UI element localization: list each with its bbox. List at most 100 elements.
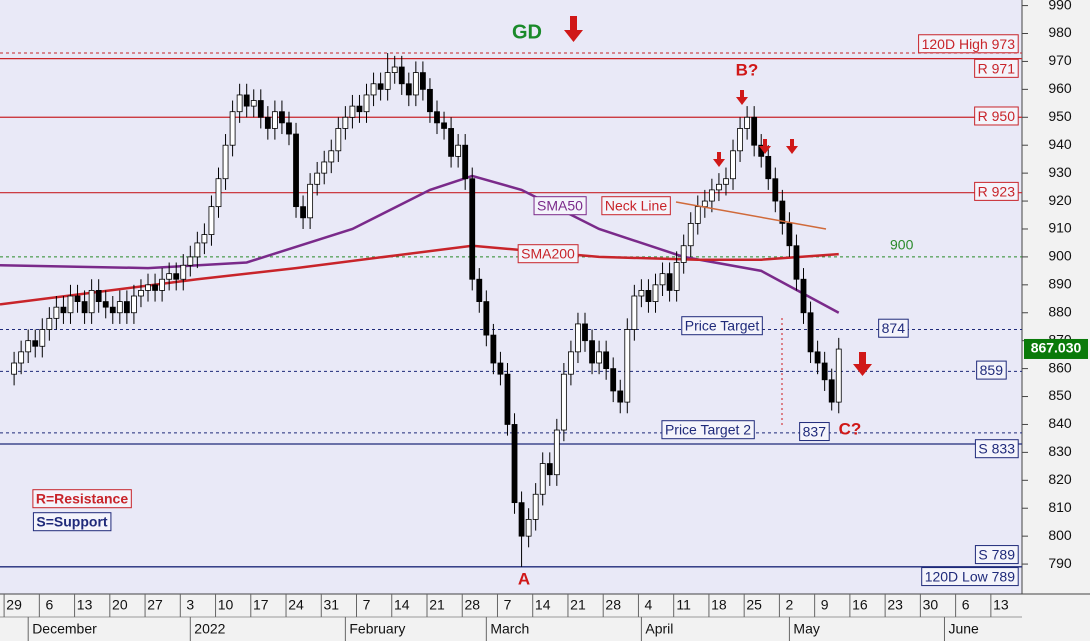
x-tick-label: 21 — [429, 597, 445, 613]
y-tick-label: 840 — [1048, 415, 1072, 431]
x-tick-label: 23 — [887, 597, 903, 613]
candle-body — [441, 122, 447, 129]
candle-body — [391, 66, 398, 74]
level-label: 874 — [882, 320, 906, 336]
candle-body — [701, 200, 708, 208]
candle-body — [807, 312, 814, 353]
candle-body — [694, 206, 701, 224]
label-box — [799, 422, 830, 442]
candle-body — [744, 116, 751, 129]
candle-body — [222, 144, 229, 180]
candle-body — [765, 155, 772, 180]
arrow — [736, 90, 748, 105]
candle-body — [384, 72, 391, 90]
candle-body — [427, 88, 433, 113]
candle-body — [335, 128, 342, 152]
candle-body — [95, 290, 102, 302]
candle-body — [109, 306, 116, 314]
legend-entry: R=Resistance — [36, 491, 128, 507]
candle-body — [187, 256, 194, 266]
arrow — [759, 139, 771, 154]
candle-body — [215, 178, 222, 208]
label-box — [32, 512, 112, 532]
x-tick-label: 28 — [464, 597, 480, 613]
x-tick-label: 9 — [821, 597, 829, 613]
candle-body — [116, 301, 123, 314]
candle-body — [772, 178, 779, 202]
candle-body — [603, 351, 610, 370]
candle-body — [201, 234, 208, 244]
candle-body — [638, 290, 645, 297]
label-box — [918, 34, 1019, 54]
label-box — [974, 545, 1019, 565]
candle-body — [53, 306, 60, 319]
candle-body — [483, 301, 490, 336]
month-label: June — [948, 621, 979, 637]
level-label: R 971 — [978, 60, 1016, 76]
candle-body — [786, 222, 793, 247]
candle-body — [821, 362, 828, 381]
candle-body — [279, 111, 285, 124]
annotation: Price Target 2 — [665, 422, 751, 438]
candle-body — [596, 351, 603, 364]
candle-body — [25, 340, 32, 353]
candle-body — [568, 351, 574, 375]
x-tick-label: 25 — [746, 597, 762, 613]
candle-body — [659, 273, 666, 286]
label-box — [601, 196, 671, 216]
x-tick-label: 2 — [786, 597, 794, 613]
candle-body — [448, 128, 454, 157]
candle-body — [751, 116, 758, 146]
candle-body — [610, 368, 617, 392]
x-tick-label: 10 — [218, 597, 234, 613]
candle-body — [67, 295, 74, 314]
level-label: S 789 — [978, 547, 1015, 563]
candle-body — [716, 183, 722, 191]
x-tick-label: 11 — [676, 597, 691, 613]
level-label: 837 — [803, 424, 827, 440]
candle-body — [814, 351, 821, 364]
series-label: SMA50 — [537, 198, 583, 214]
candle-body — [476, 278, 483, 302]
candle-body — [412, 72, 419, 96]
y-tick-label: 930 — [1048, 164, 1072, 180]
y-tick-label: 800 — [1048, 527, 1072, 543]
candle-body — [74, 295, 81, 302]
label-box — [32, 489, 132, 509]
arrows — [564, 16, 872, 376]
legend-entry: S=Support — [36, 514, 108, 530]
x-tick-label: 24 — [288, 597, 304, 613]
candle-body — [828, 379, 835, 403]
candle-body — [208, 206, 215, 235]
level-label: 859 — [980, 362, 1004, 378]
candle-body — [123, 301, 130, 314]
candle-body — [377, 83, 384, 90]
candle-body — [39, 329, 46, 347]
marks-layer: 120D High 973 R 971 R 950 R 923 900 874 859 837… — [0, 34, 1022, 587]
candle-body — [617, 390, 624, 403]
candle-body — [405, 83, 412, 96]
label-box — [921, 567, 1019, 587]
y-tick-label: 980 — [1048, 24, 1072, 40]
label-box — [661, 420, 755, 440]
y-tick-label: 970 — [1048, 52, 1072, 68]
x-tick-label: 6 — [962, 597, 970, 613]
candle-body — [88, 290, 95, 314]
candle-body — [314, 172, 321, 185]
x-tick-label: 17 — [253, 597, 269, 613]
annotation: A — [518, 569, 530, 588]
last-price-box — [1024, 338, 1088, 359]
x-tick-label: 4 — [645, 597, 653, 613]
level-label: 900 — [890, 237, 914, 253]
candle-body — [560, 373, 567, 431]
arrow — [564, 16, 583, 42]
label-box — [974, 439, 1019, 459]
candle-body — [349, 105, 356, 118]
candle-body — [264, 116, 271, 129]
candle-body — [793, 245, 800, 280]
y-tick-label: 950 — [1048, 108, 1072, 124]
x-tick-label: 29 — [6, 597, 22, 613]
annotation: Price Target — [685, 318, 760, 334]
candle-body — [546, 463, 553, 476]
candle-body — [469, 178, 476, 280]
